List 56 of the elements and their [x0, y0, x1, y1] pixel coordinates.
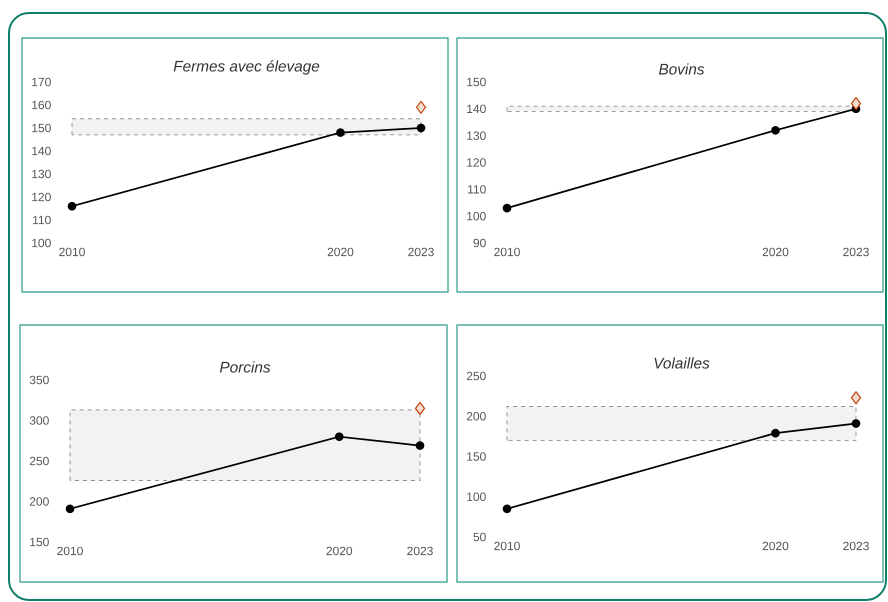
point — [68, 202, 76, 211]
point — [66, 504, 74, 514]
y-tick-label: 150 — [467, 78, 486, 86]
y-tick-label: 130 — [467, 131, 486, 140]
point — [416, 100, 426, 114]
y-tick-label: 120 — [32, 192, 51, 202]
y-tick-label: 150 — [32, 124, 51, 132]
y-tick-label: 300 — [30, 416, 49, 425]
point — [850, 96, 862, 110]
y-tick-label: 150 — [30, 538, 49, 546]
y-tick-label: 100 — [32, 238, 51, 248]
x-tick-label: 2023 — [407, 546, 433, 556]
point — [502, 504, 512, 514]
y-tick-label: 200 — [30, 497, 49, 506]
y-tick-label: 50 — [473, 532, 486, 542]
x-tick-label: 2023 — [843, 542, 869, 550]
point — [850, 391, 862, 404]
point — [852, 419, 860, 428]
x-tick-label: 2020 — [328, 248, 354, 256]
y-tick-label: 110 — [468, 185, 486, 194]
x-tick-label: 2020 — [762, 248, 788, 256]
point — [416, 441, 424, 450]
y-tick-label: 100 — [467, 492, 486, 501]
y-tick-label: 140 — [467, 104, 486, 114]
y-tick-label: 90 — [474, 238, 486, 248]
chart-title: Bovins — [658, 63, 704, 75]
x-tick-label: 2023 — [408, 248, 434, 256]
point — [771, 126, 780, 135]
y-tick-label: 120 — [467, 158, 486, 167]
y-tick-label: 140 — [32, 146, 51, 156]
point — [771, 428, 780, 438]
y-tick-label: 250 — [466, 372, 486, 380]
chart-title: Porcins — [220, 361, 270, 373]
point — [414, 402, 426, 415]
point — [334, 432, 344, 442]
x-tick-label: 2010 — [59, 248, 85, 256]
y-tick-label: 250 — [30, 456, 49, 466]
x-tick-label: 2020 — [326, 546, 352, 556]
point — [416, 124, 426, 132]
x-tick-label: 2010 — [494, 542, 520, 550]
chart-title: Volailles — [654, 357, 710, 369]
x-tick-label: 2023 — [843, 248, 869, 256]
x-tick-label: 2010 — [494, 248, 520, 256]
y-tick-label: 130 — [32, 170, 51, 178]
y-tick-label: 110 — [33, 216, 51, 224]
x-tick-label: 2020 — [762, 542, 788, 550]
y-tick-label: 200 — [466, 412, 486, 420]
x-tick-label: 2010 — [57, 546, 83, 556]
y-tick-label: 160 — [32, 100, 51, 110]
y-tick-label: 170 — [32, 78, 51, 86]
y-tick-label: 350 — [30, 376, 49, 384]
point — [502, 204, 512, 212]
y-tick-label: 150 — [467, 452, 486, 461]
y-tick-label: 100 — [467, 212, 486, 220]
point — [336, 128, 345, 137]
chart-title: Fermes avec élevage — [174, 60, 320, 75]
